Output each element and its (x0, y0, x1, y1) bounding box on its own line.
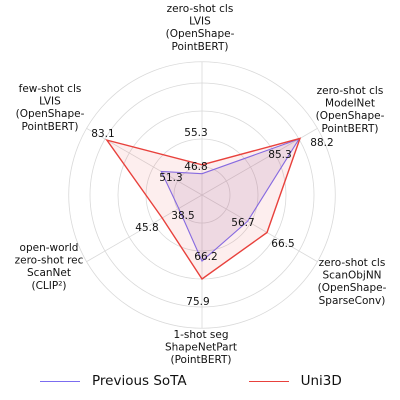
axis-label-2-line-1: zero-shot cls (317, 85, 384, 97)
spoke-3 (201, 194, 318, 262)
axis-label-2-line-3: (OpenShape- (316, 110, 385, 122)
legend-label-uni3d: Uni3D (300, 373, 342, 389)
axis-label-2-line-4: PointBERT) (322, 123, 379, 135)
legend-swatch-uni3d (248, 380, 289, 382)
axis-label-1-line-4: PointBERT) (172, 41, 229, 53)
axis-label-6: few-shot cls LVIS (OpenShape-PointBERT) (16, 83, 85, 133)
value-label-previous-sota-4: 66.2 (194, 251, 217, 263)
legend-swatch-previous-sota (40, 380, 80, 382)
axis-label-4: 1-shot seg ShapeNetPart (PointBERT) (165, 329, 237, 366)
value-label-uni3d-3: 66.5 (271, 238, 294, 250)
axis-label-3-line-1: zero-shot cls (319, 257, 386, 269)
legend-item-uni3d: Uni3D (248, 373, 342, 389)
value-label-uni3d-2: 88.2 (310, 137, 333, 149)
value-label-previous-sota-5: 38.5 (171, 210, 194, 222)
spoke-5 (86, 194, 203, 262)
axis-label-3-line-4: SparseConv) (319, 295, 386, 307)
axis-label-6-line-4: PointBERT) (22, 121, 79, 133)
axis-label-5-line-3: ScanNet (27, 267, 71, 279)
axis-label-6-line-2: LVIS (39, 96, 61, 108)
value-labels: 46.8 85.3 56.7 66.2 38.5 51.3 55.3 88.2 66.5 75.9… (91, 127, 333, 308)
axis-label-4-line-1: 1-shot seg (173, 329, 228, 341)
legend: Previous SoTA Uni3D (40, 370, 380, 392)
axis-label-1-line-1: zero-shot cls (167, 3, 234, 15)
radar-series (105, 137, 302, 280)
axis-label-5: open-world zero-shot rec ScanNet (CLIP²) (15, 242, 84, 292)
axis-labels: zero-shot cls LVIS (OpenShape-PointBERT)ze… (15, 3, 387, 366)
axis-label-6-line-3: (OpenShape- (16, 108, 85, 120)
value-label-previous-sota-6: 51.3 (159, 172, 182, 184)
axis-label-3: zero-shot cls ScanObjNN (OpenShape-SparseC… (318, 257, 387, 307)
axis-label-1-line-3: (OpenShape- (166, 28, 235, 40)
axis-label-2-line-2: ModelNet (325, 98, 375, 110)
legend-label-previous-sota: Previous SoTA (92, 373, 187, 389)
value-label-uni3d-1: 55.3 (184, 127, 207, 139)
value-label-previous-sota-1: 46.8 (184, 161, 207, 173)
axis-label-3-line-3: (OpenShape- (318, 282, 387, 294)
value-label-previous-sota-3: 56.7 (231, 217, 254, 229)
axis-label-1-line-2: LVIS (189, 16, 211, 28)
value-label-uni3d-6: 83.1 (91, 128, 114, 140)
axis-label-5-line-1: open-world (20, 242, 79, 254)
axis-label-2: zero-shot cls ModelNet (OpenShape-PointBER… (316, 85, 385, 135)
value-label-uni3d-5: 45.8 (135, 222, 158, 234)
axis-label-4-line-3: (PointBERT) (170, 354, 231, 366)
axis-label-6-line-1: few-shot cls (19, 83, 82, 95)
axis-label-5-line-4: (CLIP²) (31, 280, 66, 292)
legend-item-previous-sota: Previous SoTA (40, 373, 187, 389)
axis-label-1: zero-shot cls LVIS (OpenShape-PointBERT) (166, 3, 235, 53)
axis-label-5-line-2: zero-shot rec (15, 255, 84, 267)
axis-label-4-line-2: ShapeNetPart (165, 342, 237, 354)
axis-label-3-line-2: ScanObjNN (322, 270, 381, 282)
value-label-uni3d-4: 75.9 (186, 296, 209, 308)
value-label-previous-sota-2: 85.3 (268, 149, 291, 161)
